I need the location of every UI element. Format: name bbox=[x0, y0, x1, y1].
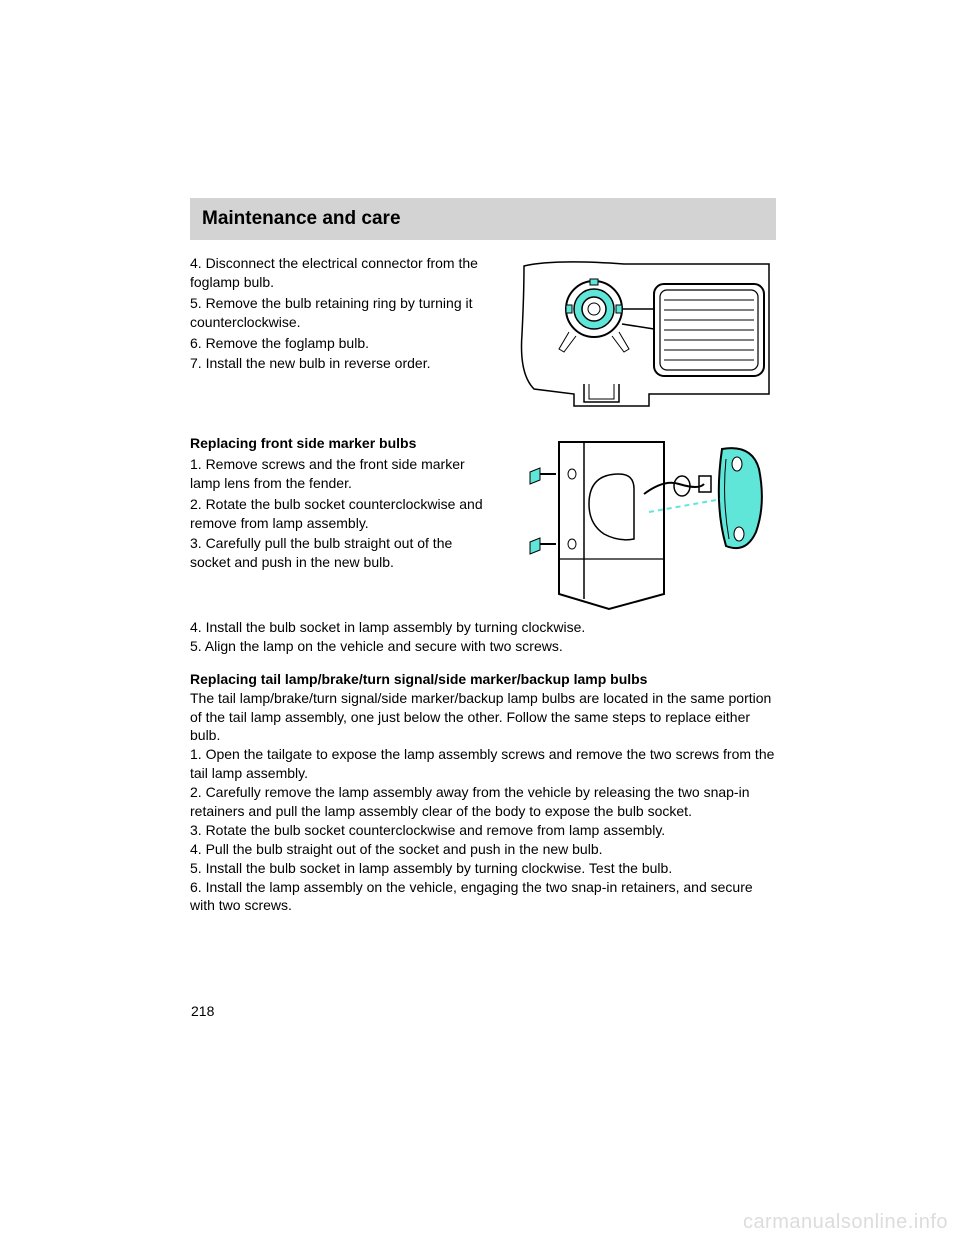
content-row-2: Replacing front side marker bulbs 1. Rem… bbox=[190, 434, 776, 614]
content-row-1: 4. Disconnect the electrical connector f… bbox=[190, 254, 776, 414]
step-text: 3. Carefully pull the bulb straight out … bbox=[190, 534, 490, 572]
step-text: 6. Remove the foglamp bulb. bbox=[190, 334, 490, 353]
subheading: Replacing tail lamp/brake/turn signal/si… bbox=[190, 670, 776, 689]
watermark: carmanualsonline.info bbox=[743, 1211, 948, 1234]
step-text: 4. Disconnect the electrical connector f… bbox=[190, 254, 490, 292]
step-text: 1. Open the tailgate to expose the lamp … bbox=[190, 745, 776, 783]
text-block-3: Replacing tail lamp/brake/turn signal/si… bbox=[190, 670, 776, 916]
text-block-2-continued: 4. Install the bulb socket in lamp assem… bbox=[190, 618, 776, 656]
diagram-2-container bbox=[504, 434, 776, 614]
step-text: 3. Rotate the bulb socket counterclockwi… bbox=[190, 821, 776, 840]
side-marker-diagram bbox=[504, 434, 776, 614]
step-text: 5. Install the bulb socket in lamp assem… bbox=[190, 859, 776, 878]
diagram-1-container bbox=[504, 254, 776, 414]
section-header: Maintenance and care bbox=[190, 198, 776, 240]
body-text: The tail lamp/brake/turn signal/side mar… bbox=[190, 689, 776, 746]
step-text: 1. Remove screws and the front side mark… bbox=[190, 455, 490, 493]
text-block-2: Replacing front side marker bulbs 1. Rem… bbox=[190, 434, 490, 614]
step-text: 4. Pull the bulb straight out of the soc… bbox=[190, 840, 776, 859]
page-number: 218 bbox=[191, 1003, 214, 1019]
page-container: Maintenance and care 4. Disconnect the e… bbox=[190, 198, 776, 915]
foglamp-diagram bbox=[504, 254, 776, 414]
step-text: 7. Install the new bulb in reverse order… bbox=[190, 354, 490, 373]
step-text: 2. Rotate the bulb socket counterclockwi… bbox=[190, 495, 490, 533]
step-text: 2. Carefully remove the lamp assembly aw… bbox=[190, 783, 776, 821]
step-text: 5. Remove the bulb retaining ring by tur… bbox=[190, 294, 490, 332]
section-title: Maintenance and care bbox=[202, 208, 401, 229]
text-block-1: 4. Disconnect the electrical connector f… bbox=[190, 254, 490, 414]
step-text: 5. Align the lamp on the vehicle and sec… bbox=[190, 637, 776, 656]
step-text: 4. Install the bulb socket in lamp assem… bbox=[190, 618, 776, 637]
subheading: Replacing front side marker bulbs bbox=[190, 434, 490, 453]
step-text: 6. Install the lamp assembly on the vehi… bbox=[190, 878, 776, 916]
